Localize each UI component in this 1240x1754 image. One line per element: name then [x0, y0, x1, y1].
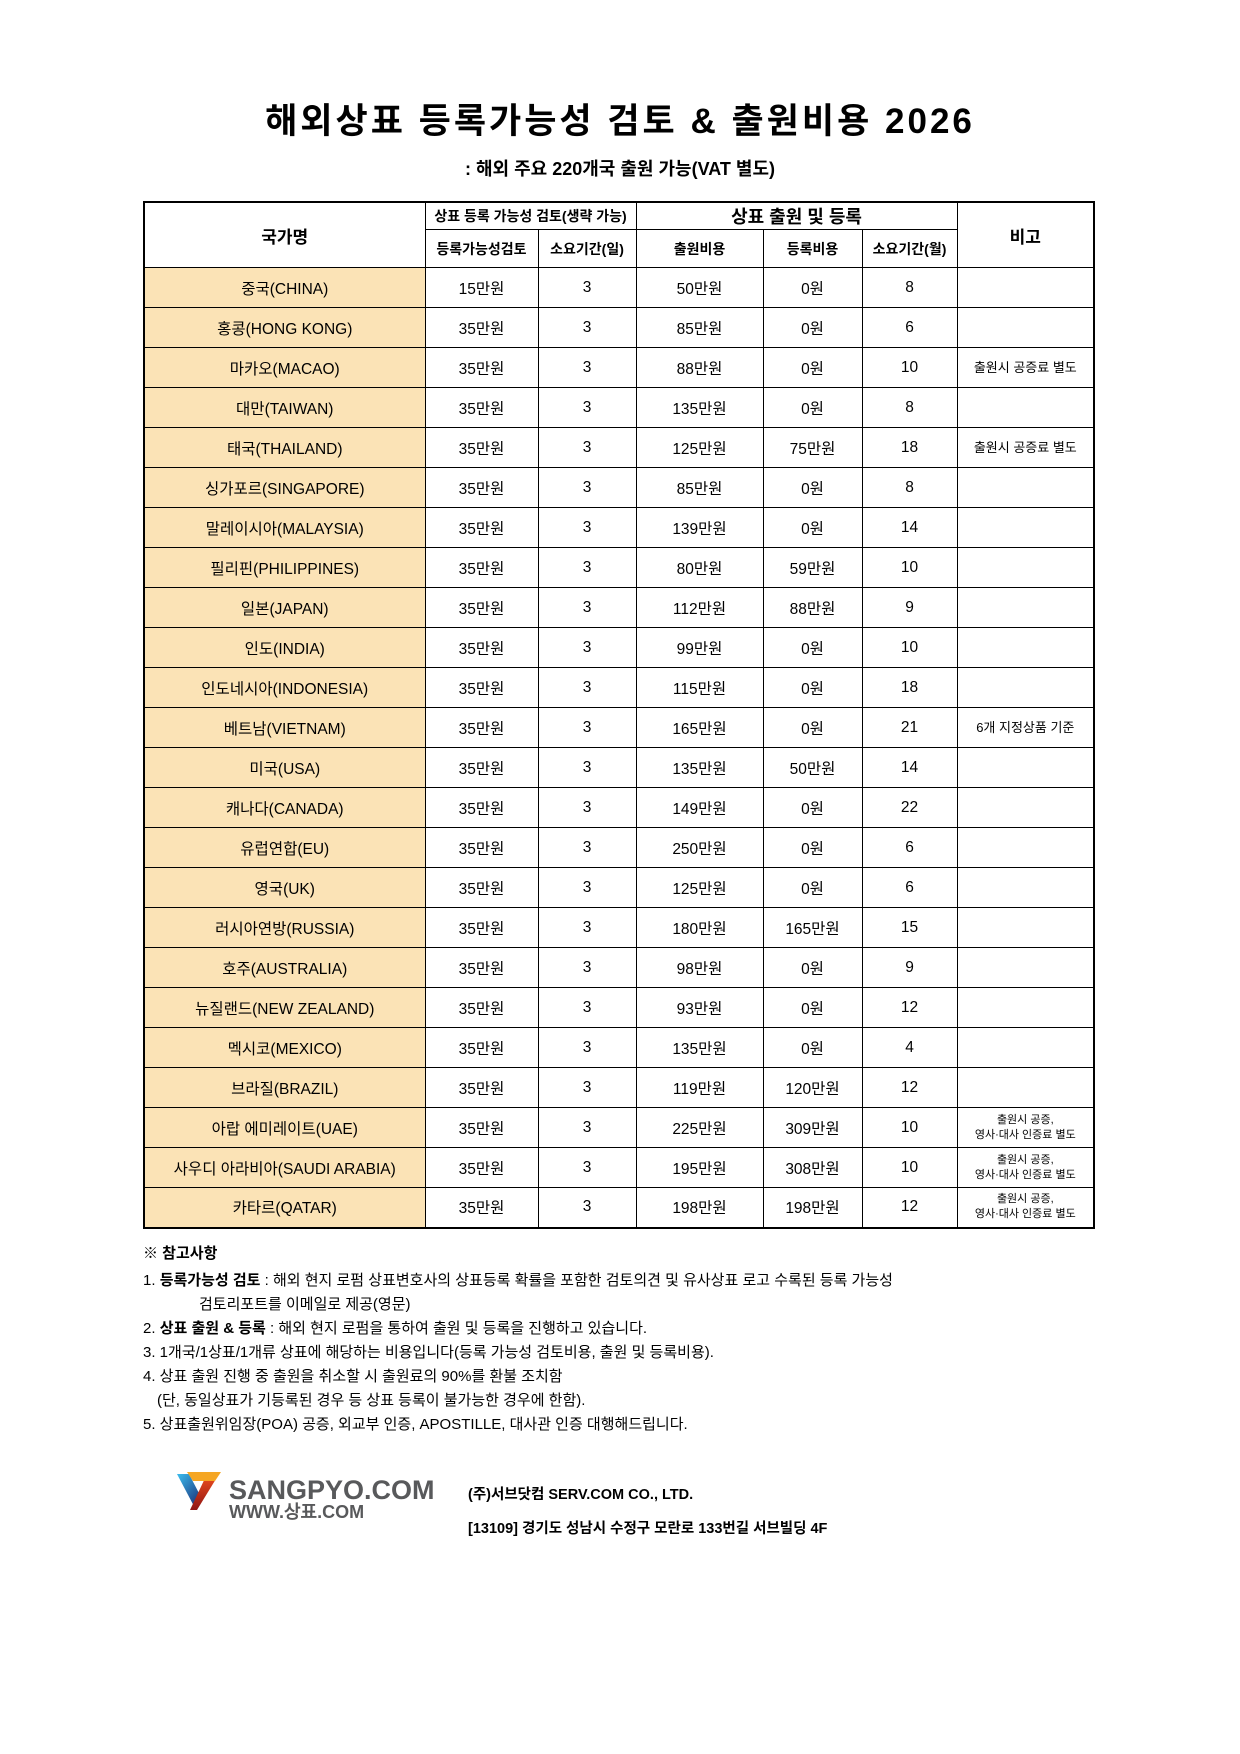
svg-text:SANGPYO.COM: SANGPYO.COM: [229, 1475, 435, 1505]
svg-text:WWW.상표.COM: WWW.상표.COM: [229, 1502, 364, 1522]
